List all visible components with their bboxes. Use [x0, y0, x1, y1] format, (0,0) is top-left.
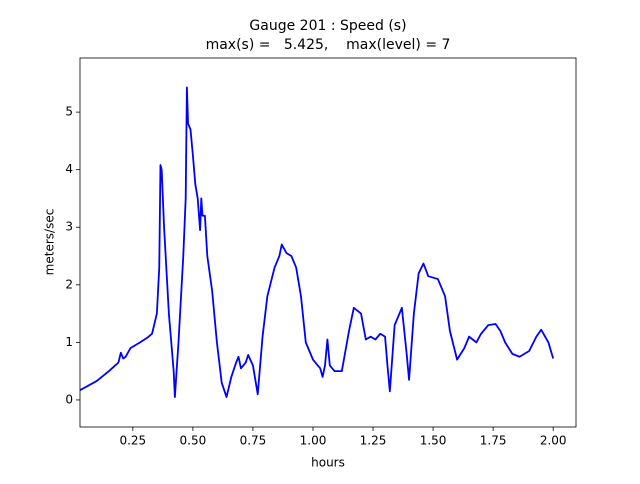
- x-tick-label: 1.25: [360, 434, 387, 448]
- y-tick-label: 2: [65, 277, 73, 291]
- data-line: [79, 86, 555, 398]
- x-tick-label: 2.00: [540, 434, 567, 448]
- y-axis-label: meters/sec: [43, 209, 57, 276]
- y-tick-label: 5: [65, 105, 73, 119]
- plot-frame: [79, 57, 577, 428]
- x-tick-label: 1.00: [300, 434, 327, 448]
- y-tick-label: 1: [65, 335, 73, 349]
- chart-title: Gauge 201 : Speed (s): [249, 18, 406, 34]
- x-axis-label: hours: [311, 456, 345, 470]
- x-tick-label: 1.50: [420, 434, 447, 448]
- chart-subtitle: max(s) = 5.425, max(level) = 7: [206, 37, 451, 53]
- y-tick-label: 3: [65, 220, 73, 234]
- y-tick-label: 4: [65, 162, 73, 176]
- y-tick-label: 0: [65, 392, 73, 406]
- x-tick-label: 0.75: [240, 434, 267, 448]
- x-tick-label: 0.25: [119, 434, 146, 448]
- x-tick-label: 0.50: [180, 434, 207, 448]
- x-tick-label: 1.75: [480, 434, 507, 448]
